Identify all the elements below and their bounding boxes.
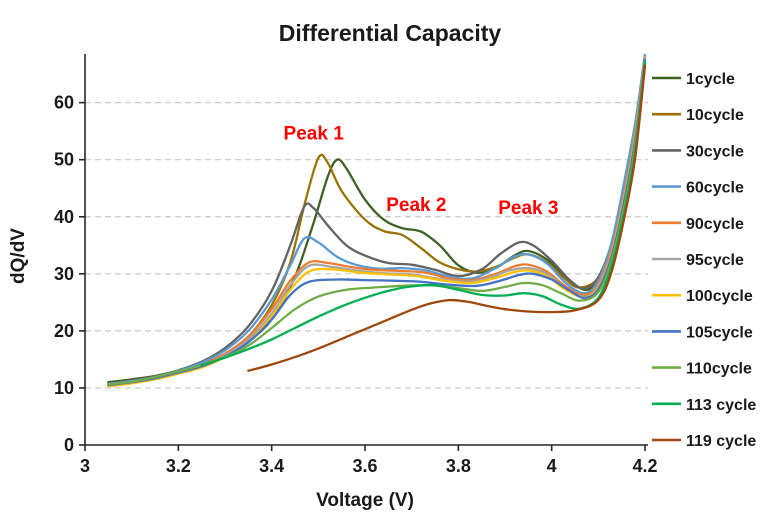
y-tick-label: 50 <box>54 150 74 170</box>
legend-label: 95cycle <box>686 252 744 269</box>
series-line-30cycle <box>107 54 647 385</box>
legend-item-10cycle: 10cycle <box>652 107 744 124</box>
y-tick-label: 20 <box>54 321 74 341</box>
legend-item-105cycle: 105cycle <box>652 324 753 341</box>
y-tick-label: 40 <box>54 207 74 227</box>
peak-annotation: Peak 1 <box>284 124 345 145</box>
series-line-1cycle <box>107 55 647 384</box>
legend-item-60cycle: 60cycle <box>652 180 744 197</box>
series-lines <box>107 54 647 388</box>
y-tick-label: 60 <box>54 93 74 113</box>
legend-item-30cycle: 30cycle <box>652 143 744 160</box>
x-tick-label: 3.2 <box>166 456 191 476</box>
series-line-119-cycle <box>247 64 647 372</box>
series-line-110cycle <box>107 61 647 386</box>
y-tick-label: 0 <box>64 435 74 455</box>
legend-label: 30cycle <box>686 143 744 160</box>
legend-item-100cycle: 100cycle <box>652 288 753 305</box>
legend-label: 10cycle <box>686 107 744 124</box>
series-line-105cycle <box>107 58 647 387</box>
peak-annotation: Peak 3 <box>498 198 558 219</box>
legend-label: 100cycle <box>686 288 753 305</box>
x-tick-label: 3.8 <box>446 456 471 476</box>
legend-item-113-cycle: 113 cycle <box>652 397 756 414</box>
series-line-113-cycle <box>200 61 647 367</box>
gridlines <box>85 102 648 389</box>
series-line-100cycle <box>107 58 647 388</box>
legend-label: 110cycle <box>686 361 752 378</box>
chart-title: Differential Capacity <box>279 20 502 46</box>
peak-annotation: Peak 2 <box>386 195 446 216</box>
legend-item-95cycle: 95cycle <box>652 252 744 269</box>
y-tick-label: 30 <box>54 264 74 284</box>
legend-label: 113 cycle <box>686 397 756 414</box>
legend-label: 60cycle <box>686 180 744 197</box>
x-tick-label: 3 <box>80 456 90 476</box>
x-tick-label: 4.2 <box>632 456 657 476</box>
x-tick-label: 4 <box>547 456 557 476</box>
legend-label: 1cycle <box>686 71 735 88</box>
legend-item-110cycle: 110cycle <box>652 361 752 378</box>
y-tick-label: 10 <box>54 378 74 398</box>
legend: 1cycle 10cycle 30cycle 60cycle 90cycle 95cycl… <box>652 71 756 450</box>
legend-label: 90cycle <box>686 216 744 233</box>
series-line-60cycle <box>107 54 647 386</box>
x-axis-label: Voltage (V) <box>316 490 414 511</box>
series-line-10cycle <box>107 55 647 387</box>
legend-label: 119 cycle <box>686 433 756 450</box>
x-tick-label: 3.6 <box>352 456 377 476</box>
peak-annotations: Peak 1 Peak 2 Peak 3 <box>284 124 559 219</box>
legend-item-119-cycle: 119 cycle <box>652 433 756 450</box>
series-line-90cycle <box>107 55 647 387</box>
legend-label: 105cycle <box>686 324 753 341</box>
legend-item-90cycle: 90cycle <box>652 216 744 233</box>
legend-item-1cycle: 1cycle <box>652 71 735 88</box>
x-tick-label: 3.4 <box>259 456 284 476</box>
axes: 3 3.2 3.4 3.6 3.8 4 4.2 0 10 20 30 40 50 60 <box>54 54 658 476</box>
series-line-95cycle <box>107 55 647 387</box>
y-axis-label: dQ/dV <box>8 228 29 284</box>
